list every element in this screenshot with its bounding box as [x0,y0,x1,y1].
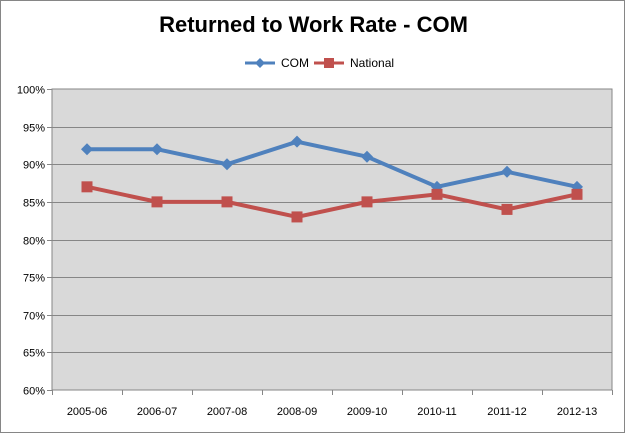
data-point-com [81,143,93,156]
data-point-com [151,143,163,156]
data-point-national [221,196,233,208]
data-point-national [81,181,93,193]
legend-com-label: COM [281,56,309,70]
data-point-com [501,165,513,178]
data-point-com [361,150,373,163]
legend: COM National [0,54,627,72]
x-tick-label: 2012-13 [557,406,597,418]
series-line-national [86,184,578,219]
x-tick-label: 2008-09 [277,406,317,418]
legend-national-label: National [350,56,395,70]
plot-area [51,88,613,391]
data-point-national [151,196,163,208]
y-tick-label: 60% [23,386,45,398]
series-line-com [87,139,578,189]
x-tick-label: 2010-11 [417,406,457,418]
legend-national-swatch [314,58,344,68]
data-point-com [291,135,303,148]
x-tick-label: 2006-07 [137,406,177,418]
y-tick-label: 100% [17,85,45,97]
data-point-national [571,188,583,200]
x-tick-label: 2011-12 [487,406,527,418]
y-tick-label: 75% [23,273,45,285]
y-tick-label: 70% [23,311,45,323]
x-tick-label: 2009-10 [347,406,387,418]
y-tick-label: 65% [23,348,45,360]
chart-title: Returned to Work Rate - COM [159,12,468,37]
y-tick-label: 95% [23,123,45,135]
data-point-com [221,158,233,171]
y-tick-label: 85% [23,198,45,210]
x-tick-label: 2005-06 [67,406,107,418]
data-point-national [431,188,443,200]
data-point-national [291,211,303,223]
data-point-national [361,196,373,208]
x-tick-label: 2007-08 [207,406,247,418]
y-tick-label: 80% [23,236,45,248]
legend-com-swatch [245,58,275,68]
data-point-national [501,203,513,215]
y-tick-label: 90% [23,160,45,172]
